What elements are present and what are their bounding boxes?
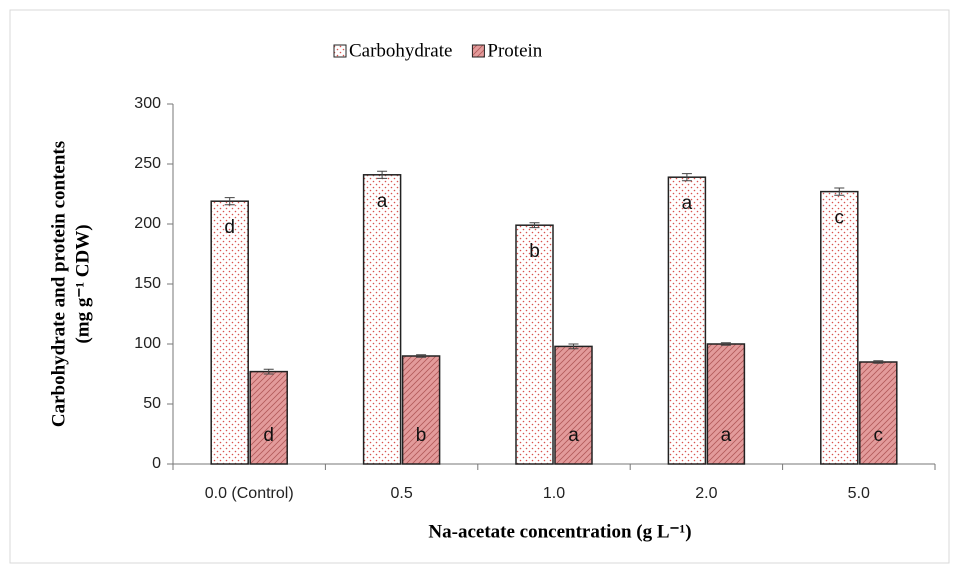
legend-swatch (333, 44, 347, 58)
bar-letter: c (874, 425, 884, 446)
bar-letter: b (416, 425, 427, 446)
error-bar (873, 360, 884, 364)
error-bar (263, 368, 274, 375)
bar-letter: a (682, 193, 693, 214)
y-axis-title: (mg g⁻¹ CDW) (72, 224, 93, 343)
x-tick-label: 5.0 (848, 485, 870, 502)
y-axis-title: Carbohydrate and protein contents (48, 141, 69, 427)
y-tick-label: 150 (134, 275, 161, 292)
y-tick-label: 300 (134, 95, 161, 112)
bar (210, 200, 249, 465)
bar (820, 190, 859, 465)
error-bar (224, 197, 235, 206)
y-tick-label: 50 (143, 395, 161, 412)
error-bar (568, 343, 579, 350)
legend-swatch (471, 44, 485, 58)
x-tick-label: 2.0 (695, 485, 717, 502)
bar-letter: d (263, 425, 274, 446)
error-bar (834, 187, 845, 196)
legend-label: Protein (487, 40, 542, 61)
chart-frame (9, 9, 950, 564)
error-bar (529, 222, 540, 229)
bar-letter: d (224, 217, 235, 238)
bar (362, 174, 402, 465)
bar-letter: a (377, 191, 388, 212)
bar (859, 361, 898, 465)
y-tick-label: 250 (134, 155, 161, 172)
error-bar (681, 173, 692, 182)
x-axis-title: Na-acetate concentration (g L⁻¹) (428, 521, 691, 542)
y-tick-label: 200 (134, 215, 161, 232)
bar-letter: b (529, 241, 540, 262)
y-tick-label: 100 (134, 335, 161, 352)
bar (706, 343, 746, 465)
bar (515, 224, 554, 465)
y-tick-label: 0 (152, 455, 161, 472)
legend-label: Carbohydrate (349, 40, 452, 61)
error-bar (720, 342, 731, 346)
bar (249, 370, 288, 465)
x-tick-label: 0.5 (390, 485, 412, 502)
bar-letter: c (835, 208, 845, 229)
bar-letter: a (721, 425, 732, 446)
bar (401, 355, 441, 465)
bar (554, 345, 593, 465)
bar (667, 176, 707, 465)
error-bar (377, 170, 388, 179)
x-tick-label: 1.0 (543, 485, 565, 502)
x-tick-label: 0.0 (Control) (205, 485, 294, 502)
error-bar (416, 354, 427, 358)
bar-letter: a (568, 425, 579, 446)
